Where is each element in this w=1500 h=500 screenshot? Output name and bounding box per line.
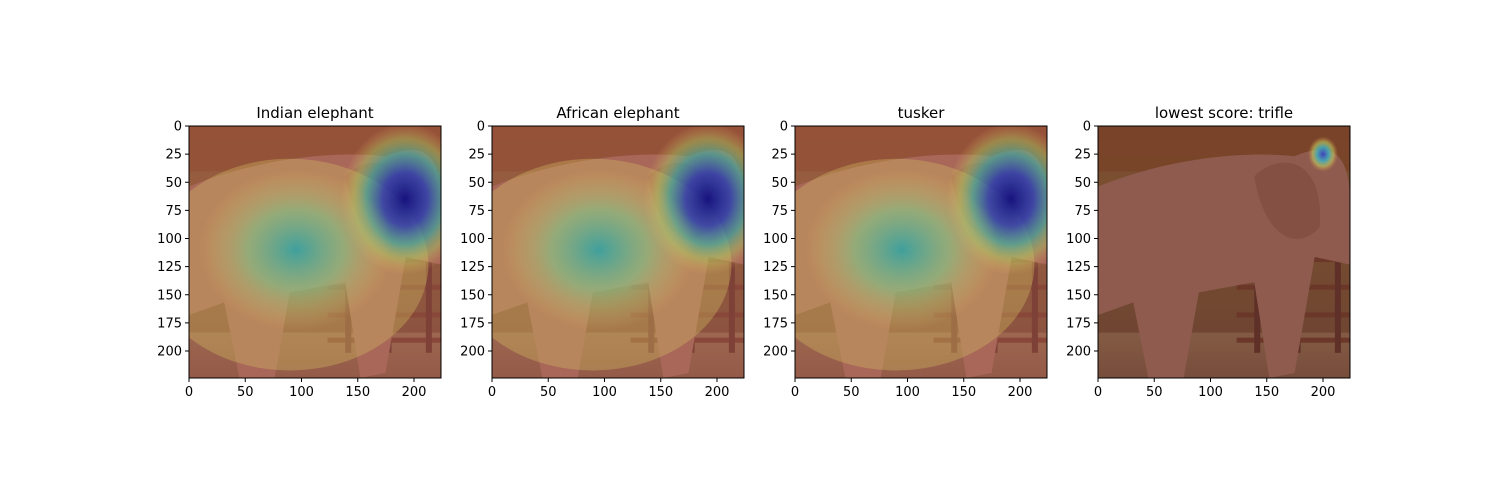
y-tick-label: 0 bbox=[780, 120, 788, 135]
y-tick-label: 25 bbox=[165, 148, 182, 163]
x-tick-label: 50 bbox=[540, 385, 557, 400]
y-tick-label: 50 bbox=[771, 176, 788, 191]
heatmap-hotspot bbox=[805, 169, 999, 331]
y-tick-label: 175 bbox=[763, 316, 788, 331]
x-tick-label: 200 bbox=[402, 385, 427, 400]
y-tick-label: 125 bbox=[460, 260, 485, 275]
panel-1: Indian elephant 0 50 100 150 200 0 25 50 75 100 125… bbox=[157, 104, 442, 400]
fence-post bbox=[728, 252, 735, 353]
y-tick-label: 175 bbox=[1066, 316, 1091, 331]
elephant-image bbox=[189, 126, 441, 378]
panel-title: lowest score: trifle bbox=[1155, 104, 1293, 122]
panel-title: tusker bbox=[898, 104, 946, 122]
x-tick-label: 50 bbox=[843, 385, 860, 400]
x-tick-label: 50 bbox=[237, 385, 254, 400]
y-tick-label: 125 bbox=[1066, 260, 1091, 275]
x-tick-label: 0 bbox=[791, 385, 799, 400]
y-tick-label: 50 bbox=[165, 176, 182, 191]
elephant-image bbox=[492, 126, 744, 378]
y-tick-label: 150 bbox=[157, 288, 182, 303]
panel-2: African elephant 0 50 100 150 200 0 25 50 75 100 12… bbox=[460, 104, 745, 400]
y-tick-label: 50 bbox=[468, 176, 485, 191]
x-tick-label: 0 bbox=[185, 385, 193, 400]
x-tick-label: 200 bbox=[705, 385, 730, 400]
y-tick-label: 175 bbox=[460, 316, 485, 331]
x-tick-label: 200 bbox=[1008, 385, 1033, 400]
elephant-image bbox=[795, 126, 1047, 378]
y-tick-label: 25 bbox=[1074, 148, 1091, 163]
fence-post bbox=[1254, 252, 1261, 353]
y-tick-label: 0 bbox=[1083, 120, 1091, 135]
axes-frame bbox=[1097, 125, 1351, 379]
y-tick-label: 125 bbox=[157, 260, 182, 275]
x-tick-label: 150 bbox=[648, 385, 673, 400]
fence-post bbox=[1334, 252, 1341, 353]
elephant-ear bbox=[1254, 162, 1321, 239]
y-tick-label: 25 bbox=[771, 148, 788, 163]
x-tick-label: 150 bbox=[951, 385, 976, 400]
y-tick-label: 150 bbox=[1066, 288, 1091, 303]
heatmap-hotspot bbox=[1308, 136, 1338, 172]
x-tick-label: 150 bbox=[345, 385, 370, 400]
y-tick-label: 75 bbox=[165, 204, 182, 219]
y-tick-label: 75 bbox=[1074, 204, 1091, 219]
panel-3: tusker 0 50 100 150 200 0 25 50 75 100 125 150 175 200 bbox=[763, 104, 1048, 400]
heatmap-hotspot bbox=[199, 169, 393, 331]
y-tick-label: 100 bbox=[1066, 232, 1091, 247]
y-tick-label: 200 bbox=[763, 345, 788, 360]
y-tick-label: 125 bbox=[763, 260, 788, 275]
y-tick-label: 200 bbox=[157, 345, 182, 360]
x-tick-label: 50 bbox=[1146, 385, 1163, 400]
fence-post bbox=[425, 252, 432, 353]
panel-title: African elephant bbox=[556, 104, 679, 122]
x-tick-label: 100 bbox=[895, 385, 920, 400]
x-tick-label: 150 bbox=[1254, 385, 1279, 400]
y-tick-label: 100 bbox=[157, 232, 182, 247]
y-tick-label: 200 bbox=[1066, 345, 1091, 360]
heatmap-base bbox=[1098, 126, 1350, 378]
y-tick-label: 75 bbox=[468, 204, 485, 219]
x-tick-label: 0 bbox=[488, 385, 496, 400]
y-tick-label: 200 bbox=[460, 345, 485, 360]
axes-frame bbox=[794, 125, 1048, 379]
x-tick-label: 100 bbox=[592, 385, 617, 400]
x-tick-label: 200 bbox=[1311, 385, 1336, 400]
y-tick-label: 100 bbox=[460, 232, 485, 247]
y-tick-label: 50 bbox=[1074, 176, 1091, 191]
y-tick-label: 100 bbox=[763, 232, 788, 247]
axes-frame bbox=[491, 125, 745, 379]
heatmap-hotspot bbox=[502, 169, 696, 331]
y-tick-label: 175 bbox=[157, 316, 182, 331]
panel-title: Indian elephant bbox=[256, 104, 373, 122]
x-tick-label: 100 bbox=[1198, 385, 1223, 400]
y-tick-label: 0 bbox=[174, 120, 182, 135]
y-tick-label: 0 bbox=[477, 120, 485, 135]
panel-4: lowest score: trifle 0 50 100 150 200 0 25 50 75 1… bbox=[1066, 104, 1351, 400]
y-tick-label: 25 bbox=[468, 148, 485, 163]
fence-post bbox=[1031, 252, 1038, 353]
axes-frame bbox=[188, 125, 442, 379]
elephant-image bbox=[1098, 126, 1350, 378]
y-tick-label: 150 bbox=[460, 288, 485, 303]
x-tick-label: 100 bbox=[289, 385, 314, 400]
x-tick-label: 0 bbox=[1094, 385, 1102, 400]
y-tick-label: 75 bbox=[771, 204, 788, 219]
y-tick-label: 150 bbox=[763, 288, 788, 303]
